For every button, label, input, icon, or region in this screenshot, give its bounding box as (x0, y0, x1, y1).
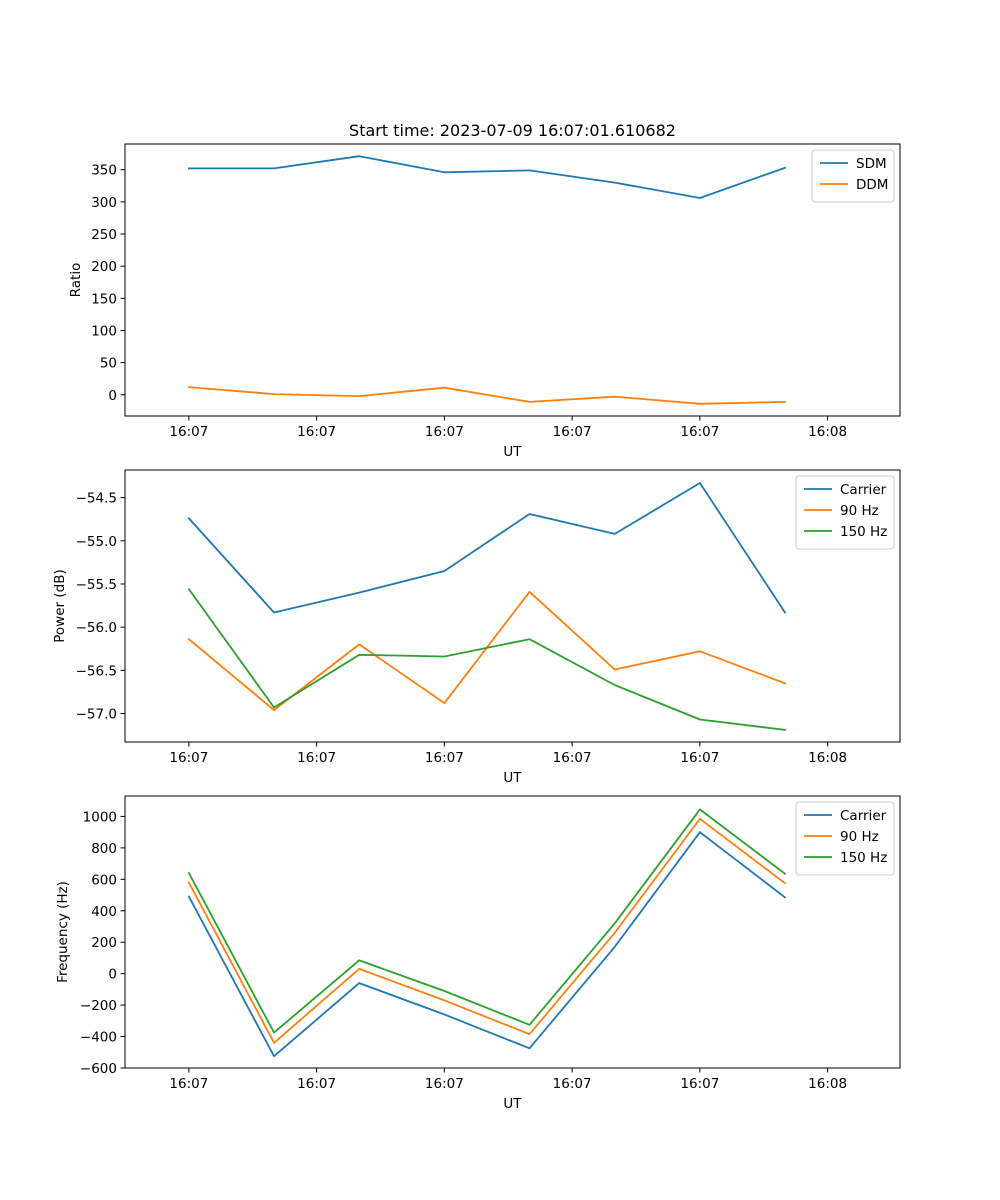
x-axis-label: UT (503, 444, 522, 460)
x-tick-label: 16:07 (297, 1076, 336, 1092)
x-tick-label: 16:07 (680, 1076, 719, 1092)
x-axis-label: UT (503, 1096, 522, 1112)
x-tick-label: 16:08 (808, 424, 847, 440)
x-axis-label: UT (503, 770, 522, 786)
y-tick-label: −56.5 (76, 663, 117, 679)
axes-frame (124, 795, 901, 1069)
x-tick-label: 16:07 (297, 424, 336, 440)
legend-label: 90 Hz (840, 829, 879, 845)
legend-label: 150 Hz (840, 850, 887, 866)
legend-label: SDM (856, 156, 887, 172)
legend-label: Carrier (840, 808, 887, 824)
x-tick-label: 16:07 (425, 1076, 464, 1092)
x-tick-label: 16:07 (297, 750, 336, 766)
y-tick-label: −57.0 (76, 707, 117, 723)
y-tick-label: 800 (91, 841, 117, 857)
y-axis-label: Ratio (68, 263, 84, 298)
y-tick-label: −56.0 (76, 620, 117, 636)
y-axis-label: Frequency (Hz) (55, 881, 71, 983)
y-tick-label: 100 (91, 323, 117, 339)
legend: SDM DDM (811, 149, 895, 203)
y-tick-label: −55.0 (76, 534, 117, 550)
x-tick-label: 16:08 (808, 1076, 847, 1092)
x-tick-label: 16:07 (425, 424, 464, 440)
legend-label: Carrier (840, 482, 887, 498)
legend: Carrier 90 Hz 150 Hz (795, 801, 895, 876)
y-tick-label: −55.5 (76, 577, 117, 593)
y-tick-label: 0 (108, 388, 117, 404)
y-tick-label: 150 (91, 291, 117, 307)
axes-frame (124, 469, 901, 743)
power-panel: 16:07 16:07 16:07 16:07 16:07 16:08 −57.0 −56.5… (52, 469, 901, 786)
ratio-panel: Start time: 2023-07-09 16:07:01.610682 1… (68, 121, 901, 460)
x-tick-label: 16:07 (169, 424, 208, 440)
legend: Carrier 90 Hz 150 Hz (795, 475, 895, 550)
series-line-sdm (187, 155, 787, 199)
y-tick-label: 300 (91, 195, 117, 211)
y-tick-label: 250 (91, 227, 117, 243)
x-tick-label: 16:08 (808, 750, 847, 766)
y-tick-label: 1000 (83, 809, 117, 825)
y-tick-label: 400 (91, 904, 117, 920)
x-tick-label: 16:07 (425, 750, 464, 766)
y-tick-label: −400 (80, 1030, 117, 1046)
series-line-carrier (187, 482, 787, 614)
y-tick-label: 600 (91, 872, 117, 888)
legend-label: DDM (856, 177, 888, 193)
x-tick-label: 16:07 (169, 1076, 208, 1092)
y-tick-label: 200 (91, 259, 117, 275)
x-tick-label: 16:07 (680, 750, 719, 766)
y-axis-label: Power (dB) (52, 569, 68, 642)
series-line-carrier (187, 831, 787, 1058)
y-tick-label: 200 (91, 935, 117, 951)
x-tick-label: 16:07 (553, 1076, 592, 1092)
x-tick-label: 16:07 (553, 750, 592, 766)
series-line-150-hz (187, 587, 787, 731)
x-tick-label: 16:07 (169, 750, 208, 766)
axes-frame (124, 143, 901, 417)
y-tick-label: 50 (100, 356, 117, 372)
y-tick-label: −600 (80, 1061, 117, 1077)
y-tick-label: −200 (80, 998, 117, 1014)
series-line-ddm (187, 386, 786, 405)
y-tick-label: 350 (91, 163, 117, 179)
y-tick-label: 0 (108, 967, 117, 983)
chart-title: Start time: 2023-07-09 16:07:01.610682 (349, 121, 676, 140)
legend-label: 150 Hz (840, 524, 887, 540)
series-line-90-hz (187, 817, 787, 1044)
legend-label: 90 Hz (840, 503, 879, 519)
series-line-150-hz (187, 808, 787, 1034)
frequency-panel: 16:07 16:07 16:07 16:07 16:07 16:08 −600 −400 −2… (55, 795, 901, 1112)
x-tick-label: 16:07 (553, 424, 592, 440)
y-tick-label: −54.5 (76, 491, 117, 507)
x-tick-label: 16:07 (680, 424, 719, 440)
